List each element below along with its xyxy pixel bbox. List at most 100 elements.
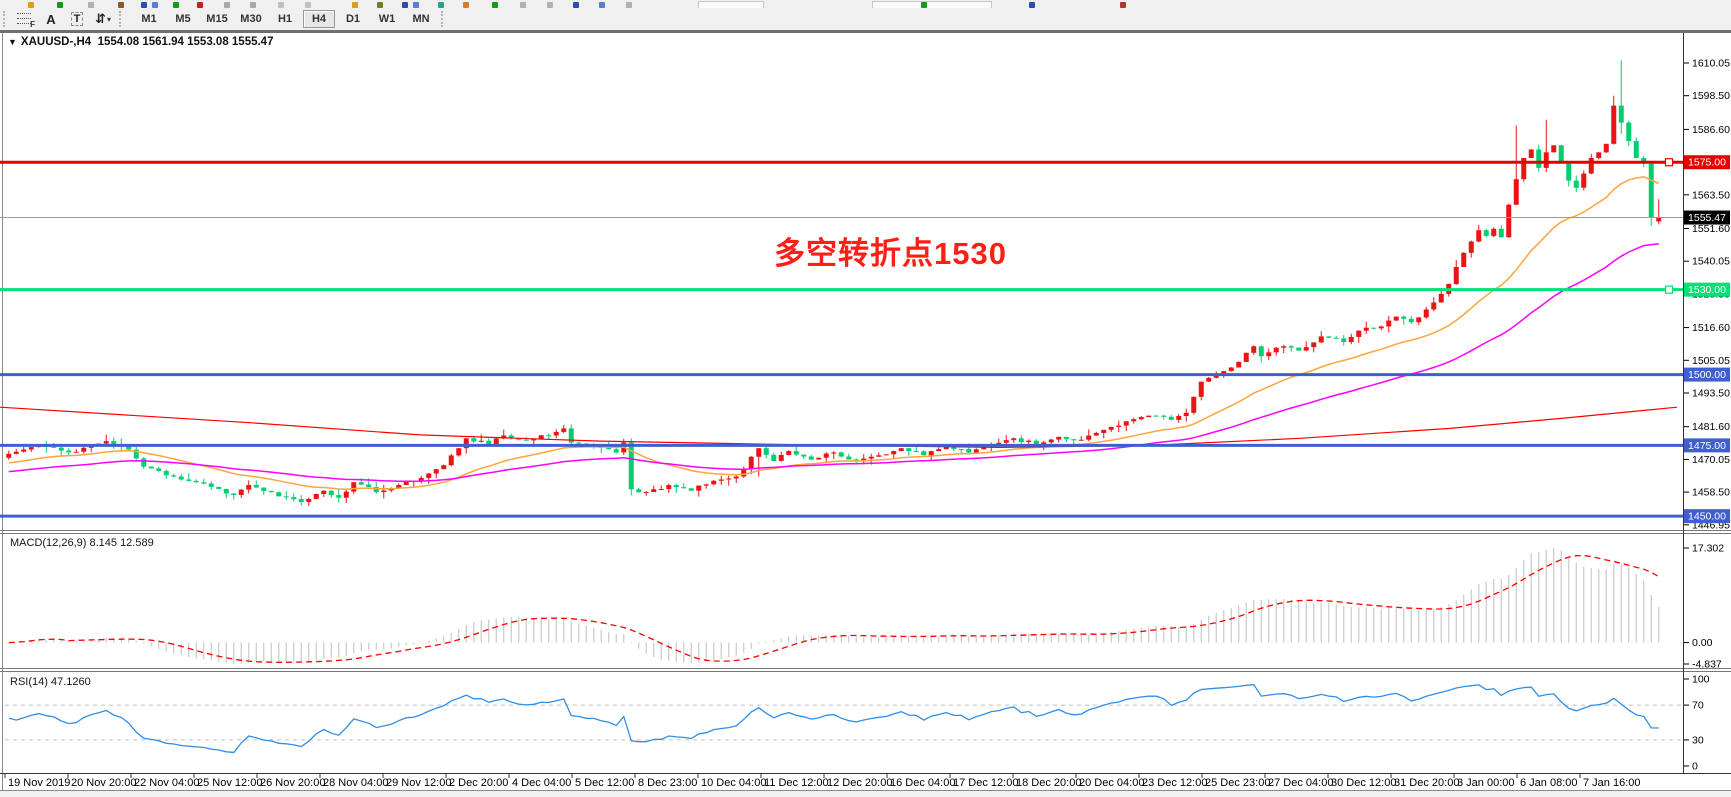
- candle-bull: [651, 489, 657, 493]
- toolbar-icon-stub: [278, 2, 284, 8]
- candle-bull: [531, 439, 537, 441]
- candle-bear: [1483, 230, 1489, 236]
- candle-bull: [1303, 347, 1309, 351]
- toolbar-drag-handle[interactable]: [441, 11, 447, 27]
- chart-title: ▼ XAUUSD-,H4 1554.08 1561.94 1553.08 1555…: [8, 36, 273, 48]
- candle-bull: [448, 455, 454, 466]
- candle-bear: [568, 428, 574, 443]
- chart-annotation-text[interactable]: 多空转折点1530: [774, 236, 1007, 271]
- timeframe-button-h1[interactable]: H1: [277, 13, 293, 25]
- text-label-tool-icon[interactable]: T: [66, 10, 88, 28]
- timeframe-button-d1[interactable]: D1: [345, 13, 361, 25]
- candle-bull: [1281, 346, 1287, 348]
- candle-bull: [718, 479, 724, 481]
- price-tick: 1551.60: [1692, 223, 1730, 235]
- toolbar-frame: [698, 1, 764, 8]
- ma-mid: [8, 242, 1659, 482]
- candle-bear: [763, 448, 769, 455]
- candle-bull: [1393, 316, 1399, 321]
- macd-values: 8.145 12.589: [89, 537, 154, 549]
- candle-bear: [613, 449, 619, 453]
- candle-bear: [966, 449, 972, 453]
- candle-bear: [291, 497, 297, 500]
- timeframe-button-mn[interactable]: MN: [412, 13, 430, 25]
- price-tick: 1458.50: [1692, 487, 1730, 499]
- time-axis-label: 25 Nov 12:00: [197, 777, 262, 789]
- candle-bull: [943, 446, 949, 450]
- timeframe-button-m30[interactable]: M30: [240, 13, 262, 25]
- candle-bull: [1453, 267, 1459, 284]
- time-axis-label: 8 Dec 23:00: [638, 777, 697, 789]
- text-tool-icon[interactable]: A: [46, 11, 56, 27]
- toolbar-icon-stub: [599, 2, 605, 8]
- fibonacci-lines-glyph: F: [17, 12, 35, 29]
- toolbar-icon-stub: [57, 2, 63, 8]
- candle-bull: [1236, 361, 1242, 368]
- candle-bear: [223, 488, 229, 494]
- candle-bear: [523, 439, 529, 441]
- candle-bull: [996, 442, 1002, 444]
- candle-bear: [853, 459, 859, 461]
- candle-bull: [1581, 173, 1587, 188]
- candle-bull: [1056, 436, 1062, 440]
- hline-handle[interactable]: [1664, 158, 1674, 167]
- timeframe-button-m15[interactable]: M15: [206, 13, 228, 25]
- toolbar-drag-handle[interactable]: [3, 11, 9, 27]
- timeframe-button-m1[interactable]: M1: [141, 13, 157, 25]
- candle-bear: [471, 438, 477, 442]
- candle-bear: [208, 483, 214, 487]
- candle-bull: [823, 453, 829, 458]
- candle-bull: [1273, 347, 1279, 353]
- timeframe-button-w1[interactable]: W1: [378, 13, 396, 25]
- toolbar-drag-handle[interactable]: [119, 11, 125, 27]
- candle-bull: [1183, 412, 1189, 416]
- candle-bear: [171, 475, 177, 477]
- toolbar-icon-stub: [28, 2, 34, 8]
- candle-bull: [1011, 438, 1017, 441]
- candle-bear: [771, 454, 777, 461]
- candle-bear: [163, 470, 169, 476]
- toolbar-icon-stub: [520, 2, 526, 8]
- timeframe-button-h4[interactable]: H4: [303, 10, 335, 28]
- candle-bear: [1168, 416, 1174, 420]
- fibonacci-tool-icon[interactable]: F: [14, 10, 36, 29]
- timeframe-button-m5[interactable]: M5: [175, 13, 191, 25]
- candle-bull: [883, 454, 889, 456]
- candle-bear: [913, 451, 919, 453]
- candle-bear: [336, 495, 342, 498]
- price-level-label-text: 1475.00: [1688, 440, 1726, 452]
- candle-bear: [628, 442, 634, 490]
- candle-bull: [1528, 149, 1534, 158]
- candle-bear: [1161, 415, 1167, 417]
- candle-bull: [351, 482, 357, 492]
- arrow-tools-icon[interactable]: ⇵ ▾: [92, 10, 114, 28]
- candle-bear: [673, 485, 679, 488]
- candle-bull: [1611, 105, 1617, 144]
- candle-bear: [216, 486, 222, 489]
- window-top-border: [0, 30, 1731, 33]
- hline-handle[interactable]: [1664, 285, 1674, 294]
- collapse-triangle-icon[interactable]: ▼: [8, 37, 17, 47]
- candles: [6, 60, 1662, 507]
- candle-bull: [343, 491, 349, 498]
- candle-bull: [1146, 415, 1152, 418]
- candle-bull: [1213, 374, 1219, 378]
- price-tick: 1481.60: [1692, 421, 1730, 433]
- candle-bull: [478, 440, 484, 442]
- candle-bull: [1513, 179, 1519, 205]
- toolbar-frame: [872, 1, 992, 8]
- candle-bear: [148, 466, 154, 469]
- candle-bull: [1251, 346, 1257, 353]
- price-level-label: [1684, 509, 1730, 524]
- price-level-label: [1684, 282, 1730, 297]
- price-level-label: [1684, 367, 1730, 382]
- candle-bull: [1476, 230, 1482, 242]
- candle-bull: [726, 478, 732, 480]
- candle-bull: [1386, 320, 1392, 327]
- time-axis-label: 18 Dec 20:00: [1016, 777, 1081, 789]
- candle-bull: [876, 455, 882, 457]
- toolbar-icon-stub: [573, 2, 579, 8]
- candle-bear: [1258, 346, 1264, 357]
- time-axis-label: 3 Jan 00:00: [1457, 777, 1515, 789]
- candle-bull: [381, 490, 387, 493]
